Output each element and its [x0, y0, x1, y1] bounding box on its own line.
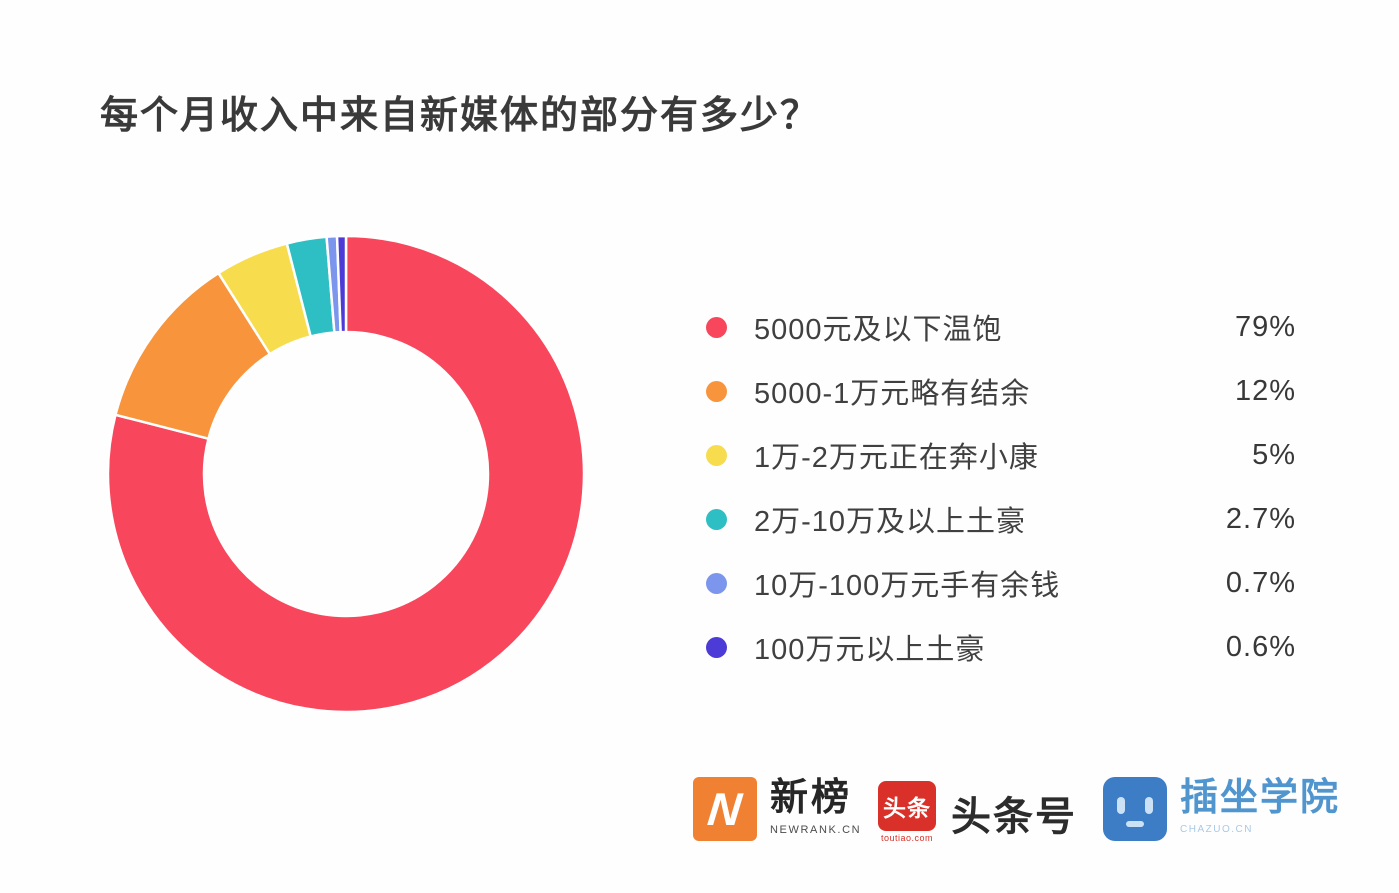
donut-slice: [335, 234, 348, 334]
newrank-logo-icon: N: [693, 777, 757, 841]
chazuo-logo-eye-icon: [1145, 797, 1153, 814]
newrank-logo-letter: N: [705, 783, 745, 835]
brand-toutiao: 头条 toutiao.com 头条号: [878, 781, 1077, 843]
legend-label: 2万-10万及以上土豪: [754, 506, 1027, 538]
chart-legend: 5000元及以下温饱 79% 5000-1万元略有结余 12% 1万-2万元正在…: [706, 295, 1296, 679]
legend-value: 5%: [1252, 438, 1296, 471]
legend-item: 100万元以上土豪 0.6%: [706, 615, 1296, 679]
legend-dot-icon: [706, 572, 727, 594]
legend-label: 100万元以上土豪: [754, 634, 986, 666]
chart-title: 每个月收入中来自新媒体的部分有多少？: [100, 95, 821, 137]
brand-chazuo: 插坐学院 CHAZUO.CN: [1103, 777, 1340, 841]
legend-label: 10万-100万元手有余钱: [754, 570, 1061, 602]
toutiao-logo-icon: 头条: [878, 781, 936, 831]
toutiao-logo-subtext: toutiao.com: [880, 833, 934, 843]
legend-item: 2万-10万及以上土豪 2.7%: [706, 487, 1296, 551]
chazuo-logo-eye-icon: [1117, 797, 1125, 814]
legend-dot-icon: [706, 636, 727, 658]
legend-value: 2.7%: [1225, 502, 1296, 535]
legend-dot-icon: [706, 508, 727, 530]
newrank-subtitle: NEWRANK.CN: [770, 823, 862, 836]
newrank-text: 新榜 NEWRANK.CN: [770, 777, 861, 836]
legend-dot-icon: [706, 380, 727, 402]
legend-dot-icon: [706, 316, 727, 338]
legend-item: 1万-2万元正在奔小康 5%: [706, 423, 1296, 487]
legend-value: 79%: [1234, 310, 1296, 343]
legend-item: 10万-100万元手有余钱 0.7%: [706, 551, 1296, 615]
legend-label: 5000-1万元略有结余: [754, 378, 1031, 410]
legend-dot-icon: [706, 444, 727, 466]
legend-value: 0.7%: [1225, 566, 1296, 599]
donut-chart: [106, 234, 586, 714]
chazuo-logo-icon: [1103, 777, 1167, 841]
brand-newrank: N 新榜 NEWRANK.CN: [693, 777, 861, 841]
toutiao-logo-text: 头条: [883, 795, 931, 821]
legend-item: 5000元及以下温饱 79%: [706, 295, 1296, 359]
legend-item: 5000-1万元略有结余 12%: [706, 359, 1296, 423]
chazuo-name: 插坐学院: [1180, 777, 1341, 819]
donut-slice: [106, 234, 586, 714]
chazuo-logo-mouth-icon: [1126, 821, 1144, 827]
legend-label: 1万-2万元正在奔小康: [754, 442, 1039, 474]
legend-label: 5000元及以下温饱: [754, 314, 1003, 346]
chazuo-text: 插坐学院 CHAZUO.CN: [1180, 777, 1340, 835]
toutiao-logo-block: 头条 toutiao.com: [878, 781, 936, 843]
legend-value: 0.6%: [1225, 630, 1296, 663]
toutiao-name: 头条号: [951, 795, 1077, 839]
legend-value: 12%: [1234, 374, 1296, 407]
newrank-name: 新榜: [770, 777, 853, 819]
chazuo-subtitle: CHAZUO.CN: [1180, 823, 1253, 835]
